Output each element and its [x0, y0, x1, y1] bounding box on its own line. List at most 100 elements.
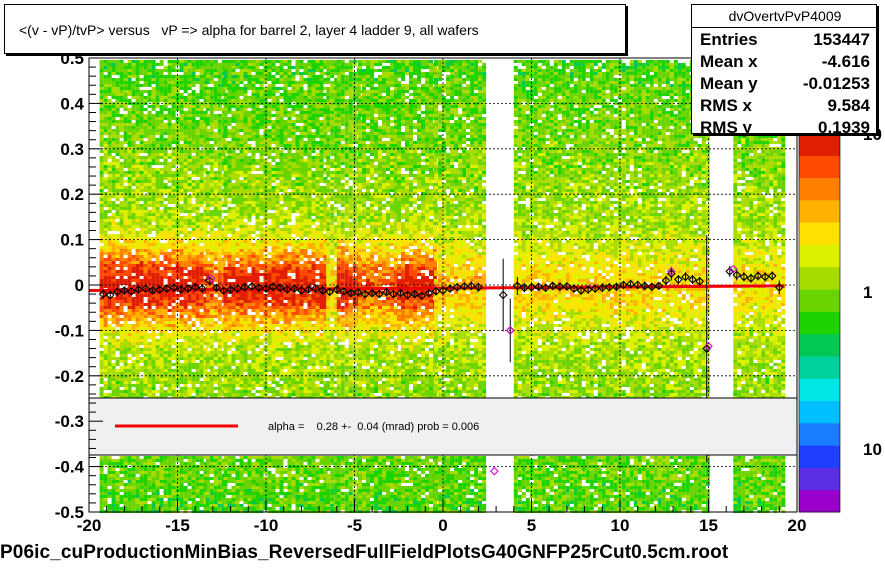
heatmap-cell: [136, 297, 140, 300]
heatmap-cell: [140, 114, 144, 117]
heatmap-cell: [120, 459, 124, 462]
heatmap-cell: [188, 489, 192, 492]
heatmap-cell: [244, 129, 248, 132]
heatmap-cell: [128, 156, 132, 159]
heatmap-cell: [148, 348, 152, 351]
heatmap-cell: [160, 195, 164, 198]
heatmap-cell: [214, 348, 218, 351]
heatmap-cell: [188, 276, 192, 279]
heatmap-cell: [256, 324, 260, 327]
heatmap-cell: [168, 333, 172, 336]
heatmap-cell: [140, 132, 144, 135]
heatmap-cell: [196, 153, 200, 156]
heatmap-cell: [152, 315, 156, 318]
heatmap-cell: [140, 255, 144, 258]
heatmap-cell: [210, 267, 214, 270]
heatmap-cell: [136, 255, 140, 258]
heatmap-cell: [210, 471, 214, 474]
heatmap-cell: [104, 459, 108, 462]
heatmap-cell: [196, 483, 200, 486]
heatmap-cell: [172, 165, 176, 168]
heatmap-cell: [156, 300, 160, 303]
heatmap-cell: [136, 477, 140, 480]
heatmap-cell: [120, 312, 124, 315]
heatmap-cell: [200, 333, 204, 336]
heatmap-cell: [156, 96, 160, 99]
heatmap-cell: [124, 258, 128, 261]
heatmap-cell: [206, 117, 210, 120]
heatmap-cell: [244, 306, 248, 309]
heatmap-cell: [124, 333, 128, 336]
heatmap-cell: [172, 225, 176, 228]
heatmap-cell: [144, 483, 148, 486]
heatmap-cell: [164, 177, 168, 180]
heatmap-cell: [116, 492, 120, 495]
heatmap-cell: [224, 492, 228, 495]
heatmap-cell: [144, 168, 148, 171]
heatmap-cell: [232, 87, 236, 90]
heatmap-cell: [248, 99, 252, 102]
heatmap-cell: [184, 312, 188, 315]
heatmap-cell: [140, 111, 144, 114]
heatmap-cell: [152, 69, 156, 72]
heatmap-cell: [244, 177, 248, 180]
heatmap-cell: [144, 495, 148, 498]
heatmap-cell: [120, 282, 124, 285]
heatmap-cell: [224, 489, 228, 492]
heatmap-cell: [192, 69, 196, 72]
heatmap-cell: [236, 123, 240, 126]
heatmap-cell: [214, 126, 218, 129]
heatmap-cell: [172, 468, 176, 471]
heatmap-cell: [244, 363, 248, 366]
heatmap-cell: [100, 189, 104, 192]
heatmap-cell: [244, 228, 248, 231]
heatmap-cell: [160, 93, 164, 96]
heatmap-cell: [184, 138, 188, 141]
heatmap-cell: [144, 351, 148, 354]
heatmap-cell: [164, 225, 168, 228]
heatmap-cell: [148, 93, 152, 96]
heatmap-cell: [156, 180, 160, 183]
heatmap-cell: [180, 105, 184, 108]
heatmap-cell: [252, 93, 256, 96]
heatmap-cell: [248, 348, 252, 351]
heatmap-cell: [140, 474, 144, 477]
heatmap-cell: [152, 501, 156, 504]
heatmap-cell: [192, 135, 196, 138]
heatmap-cell: [156, 222, 160, 225]
heatmap-cell: [196, 231, 200, 234]
heatmap-cell: [228, 84, 232, 87]
heatmap-cell: [120, 390, 124, 393]
heatmap-cell: [206, 306, 210, 309]
heatmap-cell: [140, 348, 144, 351]
heatmap-cell: [120, 129, 124, 132]
heatmap-cell: [244, 456, 248, 459]
heatmap-cell: [232, 276, 236, 279]
heatmap-cell: [172, 378, 176, 381]
heatmap-cell: [192, 84, 196, 87]
heatmap-cell: [214, 309, 218, 312]
heatmap-cell: [172, 318, 176, 321]
heatmap-cell: [104, 66, 108, 69]
heatmap-cell: [120, 201, 124, 204]
heatmap-cell: [112, 252, 116, 255]
heatmap-cell: [124, 477, 128, 480]
heatmap-cell: [108, 111, 112, 114]
heatmap-cell: [112, 501, 116, 504]
heatmap-cell: [214, 264, 218, 267]
heatmap-cell: [256, 69, 260, 72]
heatmap-cell: [236, 327, 240, 330]
heatmap-cell: [214, 234, 218, 237]
heatmap-cell: [260, 114, 264, 117]
heatmap-cell: [164, 357, 168, 360]
heatmap-cell: [236, 132, 240, 135]
heatmap-cell: [232, 258, 236, 261]
heatmap-cell: [144, 333, 148, 336]
heatmap-cell: [256, 141, 260, 144]
heatmap-cell: [224, 219, 228, 222]
heatmap-cell: [140, 216, 144, 219]
heatmap-cell: [214, 378, 218, 381]
heatmap-cell: [136, 156, 140, 159]
heatmap-cell: [232, 138, 236, 141]
heatmap-cell: [192, 381, 196, 384]
